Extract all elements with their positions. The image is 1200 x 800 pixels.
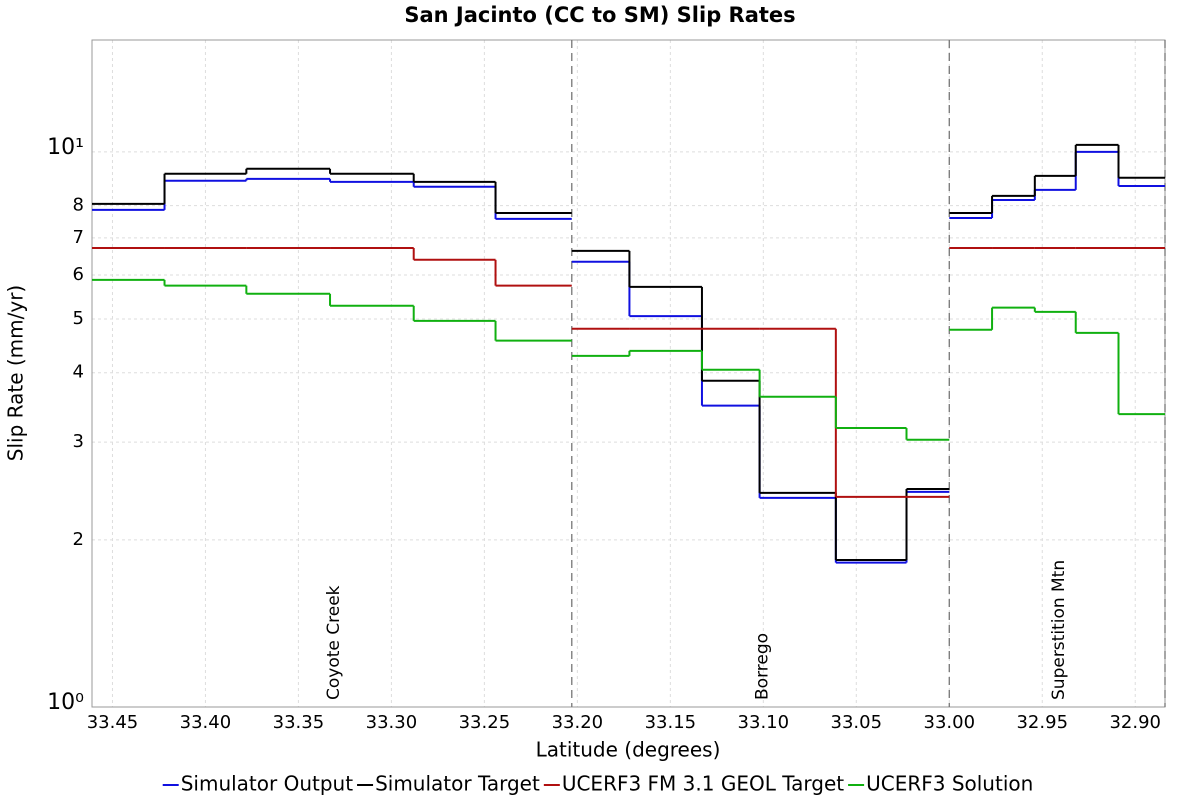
x-axis-label: Latitude (degrees) (536, 738, 721, 762)
x-tick-label: 33.40 (180, 712, 232, 733)
y-axis-label: Slip Rate (mm/yr) (4, 285, 28, 461)
x-tick-label: 33.30 (366, 712, 418, 733)
x-tick-label: 33.00 (924, 712, 976, 733)
x-tick-label: 32.90 (1109, 712, 1161, 733)
y-tick-label: 4 (73, 362, 84, 383)
section-label: Borrego (753, 633, 773, 700)
section-label: Coyote Creek (324, 585, 344, 700)
chart-title: San Jacinto (CC to SM) Slip Rates (404, 3, 795, 27)
section-label: Superstition Mtn (1049, 560, 1069, 700)
y-tick-label: 6 (73, 264, 84, 285)
x-tick-label: 33.45 (87, 712, 139, 733)
x-tick-label: 33.05 (831, 712, 883, 733)
x-tick-label: 33.10 (738, 712, 790, 733)
legend-label: UCERF3 Solution (866, 772, 1033, 796)
x-tick-label: 32.95 (1016, 712, 1068, 733)
y-tick-label: 10⁰ (47, 690, 84, 715)
y-tick-label: 2 (73, 529, 84, 550)
legend-label: UCERF3 FM 3.1 GEOL Target (562, 772, 844, 796)
y-tick-label: 5 (73, 308, 84, 329)
legend-label: Simulator Output (181, 772, 354, 796)
x-tick-label: 33.35 (273, 712, 325, 733)
x-tick-label: 33.20 (552, 712, 604, 733)
legend: Simulator Output Simulator Target UCERF3 F… (162, 772, 1033, 796)
y-tick-label: 3 (73, 431, 84, 452)
y-tick-label: 8 (73, 195, 84, 216)
legend-label: Simulator Target (375, 772, 540, 796)
y-tick-label: 7 (73, 227, 84, 248)
plot-border (91, 39, 1166, 708)
y-tick-label: 10¹ (47, 135, 84, 160)
x-tick-label: 33.25 (459, 712, 511, 733)
x-tick-label: 33.15 (645, 712, 697, 733)
